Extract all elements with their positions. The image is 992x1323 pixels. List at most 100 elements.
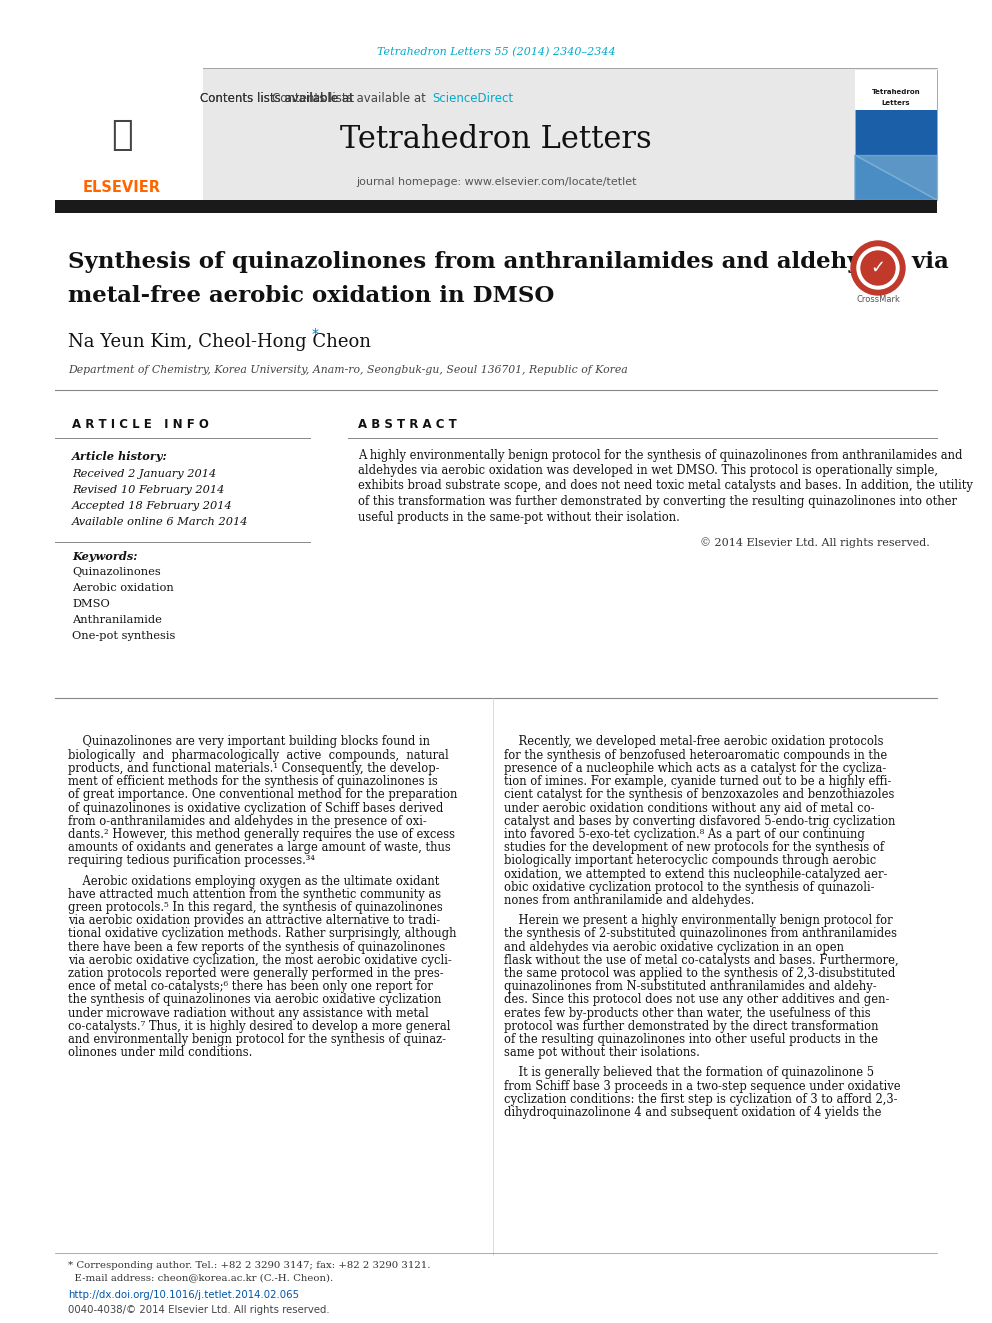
Text: of great importance. One conventional method for the preparation: of great importance. One conventional me… (68, 789, 457, 802)
Text: amounts of oxidants and generates a large amount of waste, thus: amounts of oxidants and generates a larg… (68, 841, 450, 855)
Text: Tetrahedron Letters 55 (2014) 2340–2344: Tetrahedron Letters 55 (2014) 2340–2344 (377, 46, 615, 57)
Text: cient catalyst for the synthesis of benzoxazoles and benzothiazoles: cient catalyst for the synthesis of benz… (504, 789, 895, 802)
Text: Accepted 18 February 2014: Accepted 18 February 2014 (72, 501, 233, 511)
Text: via aerobic oxidative cyclization, the most aerobic oxidative cycli-: via aerobic oxidative cyclization, the m… (68, 954, 451, 967)
Text: A highly environmentally benign protocol for the synthesis of quinazolinones fro: A highly environmentally benign protocol… (358, 448, 962, 462)
Text: dihydroquinazolinone 4 and subsequent oxidation of 4 yields the: dihydroquinazolinone 4 and subsequent ox… (504, 1106, 882, 1119)
Text: http://dx.doi.org/10.1016/j.tetlet.2014.02.065: http://dx.doi.org/10.1016/j.tetlet.2014.… (68, 1290, 300, 1301)
Text: Contents lists available at: Contents lists available at (273, 91, 430, 105)
FancyBboxPatch shape (55, 67, 937, 200)
FancyBboxPatch shape (55, 200, 937, 213)
Text: *: * (312, 327, 319, 341)
Text: * Corresponding author. Tel.: +82 2 3290 3147; fax: +82 2 3290 3121.: * Corresponding author. Tel.: +82 2 3290… (68, 1261, 431, 1270)
Text: nones from anthranilamide and aldehydes.: nones from anthranilamide and aldehydes. (504, 894, 754, 906)
Text: Quinazolinones: Quinazolinones (72, 568, 161, 577)
Text: products, and functional materials.¹ Consequently, the develop-: products, and functional materials.¹ Con… (68, 762, 439, 775)
Text: Revised 10 February 2014: Revised 10 February 2014 (72, 486, 224, 495)
FancyBboxPatch shape (55, 67, 203, 200)
Text: have attracted much attention from the synthetic community as: have attracted much attention from the s… (68, 888, 441, 901)
Text: Department of Chemistry, Korea University, Anam-ro, Seongbuk-gu, Seoul 136701, R: Department of Chemistry, Korea Universit… (68, 365, 628, 374)
Circle shape (861, 251, 895, 284)
Text: It is generally believed that the formation of quinazolinone 5: It is generally believed that the format… (504, 1066, 874, 1080)
Text: Herein we present a highly environmentally benign protocol for: Herein we present a highly environmental… (504, 914, 893, 927)
Text: CrossMark: CrossMark (856, 295, 900, 304)
Text: from o-anthranilamides and aldehydes in the presence of oxi-: from o-anthranilamides and aldehydes in … (68, 815, 427, 828)
FancyBboxPatch shape (855, 70, 937, 200)
Text: into favored 5-exo-tet cyclization.⁸ As a part of our continuing: into favored 5-exo-tet cyclization.⁸ As … (504, 828, 865, 841)
Text: Quinazolinones are very important building blocks found in: Quinazolinones are very important buildi… (68, 736, 430, 749)
Text: obic oxidative cyclization protocol to the synthesis of quinazoli-: obic oxidative cyclization protocol to t… (504, 881, 875, 894)
Text: Received 2 January 2014: Received 2 January 2014 (72, 468, 216, 479)
Text: Letters: Letters (882, 101, 911, 106)
Text: Keywords:: Keywords: (72, 550, 138, 561)
Text: exhibits broad substrate scope, and does not need toxic metal catalysts and base: exhibits broad substrate scope, and does… (358, 479, 973, 492)
Polygon shape (855, 155, 937, 200)
Text: Article history:: Article history: (72, 451, 168, 463)
Text: of quinazolinones is oxidative cyclization of Schiff bases derived: of quinazolinones is oxidative cyclizati… (68, 802, 443, 815)
Text: presence of a nucleophile which acts as a catalyst for the cycliza-: presence of a nucleophile which acts as … (504, 762, 886, 775)
Circle shape (857, 247, 899, 288)
Text: of this transformation was further demonstrated by converting the resulting quin: of this transformation was further demon… (358, 495, 957, 508)
Text: ELSEVIER: ELSEVIER (83, 180, 161, 196)
Text: A R T I C L E   I N F O: A R T I C L E I N F O (72, 418, 209, 431)
Text: green protocols.⁵ In this regard, the synthesis of quinazolinones: green protocols.⁵ In this regard, the sy… (68, 901, 442, 914)
Text: there have been a few reports of the synthesis of quinazolinones: there have been a few reports of the syn… (68, 941, 445, 954)
Text: olinones under mild conditions.: olinones under mild conditions. (68, 1046, 252, 1060)
Text: biologically important heterocyclic compounds through aerobic: biologically important heterocyclic comp… (504, 855, 876, 868)
Text: journal homepage: www.elsevier.com/locate/tetlet: journal homepage: www.elsevier.com/locat… (356, 177, 636, 187)
Text: © 2014 Elsevier Ltd. All rights reserved.: © 2014 Elsevier Ltd. All rights reserved… (700, 537, 930, 548)
Text: Contents lists available at: Contents lists available at (200, 91, 358, 105)
Text: 0040-4038/© 2014 Elsevier Ltd. All rights reserved.: 0040-4038/© 2014 Elsevier Ltd. All right… (68, 1304, 329, 1315)
Text: ment of efficient methods for the synthesis of quinazolinones is: ment of efficient methods for the synthe… (68, 775, 437, 789)
FancyBboxPatch shape (62, 67, 182, 179)
Text: Available online 6 March 2014: Available online 6 March 2014 (72, 517, 249, 527)
Text: erates few by-products other than water, the usefulness of this: erates few by-products other than water,… (504, 1007, 871, 1020)
Text: cyclization conditions: the first step is cyclization of 3 to afford 2,3-: cyclization conditions: the first step i… (504, 1093, 898, 1106)
Text: ScienceDirect: ScienceDirect (432, 91, 513, 105)
Text: the same protocol was applied to the synthesis of 2,3-disubstituted: the same protocol was applied to the syn… (504, 967, 896, 980)
Text: Anthranilamide: Anthranilamide (72, 615, 162, 624)
Text: 🌿: 🌿 (111, 118, 133, 152)
Text: A B S T R A C T: A B S T R A C T (358, 418, 456, 431)
Text: biologically  and  pharmacologically  active  compounds,  natural: biologically and pharmacologically activ… (68, 749, 448, 762)
Text: useful products in the same-pot without their isolation.: useful products in the same-pot without … (358, 511, 680, 524)
Text: E-mail address: cheon@korea.ac.kr (C.-H. Cheon).: E-mail address: cheon@korea.ac.kr (C.-H.… (68, 1274, 333, 1282)
Text: des. Since this protocol does not use any other additives and gen-: des. Since this protocol does not use an… (504, 994, 890, 1007)
Text: the synthesis of 2-substituted quinazolinones from anthranilamides: the synthesis of 2-substituted quinazoli… (504, 927, 897, 941)
Text: zation protocols reported were generally performed in the pres-: zation protocols reported were generally… (68, 967, 443, 980)
Text: flask without the use of metal co-catalysts and bases. Furthermore,: flask without the use of metal co-cataly… (504, 954, 899, 967)
Text: protocol was further demonstrated by the direct transformation: protocol was further demonstrated by the… (504, 1020, 879, 1033)
Text: ence of metal co-catalysts;⁶ there has been only one report for: ence of metal co-catalysts;⁶ there has b… (68, 980, 433, 994)
Text: Tetrahedron: Tetrahedron (872, 89, 921, 95)
Circle shape (851, 241, 905, 295)
Text: Aerobic oxidation: Aerobic oxidation (72, 583, 174, 593)
Text: for the synthesis of benzofused heteroaromatic compounds in the: for the synthesis of benzofused heteroar… (504, 749, 887, 762)
Text: and aldehydes via aerobic oxidative cyclization in an open: and aldehydes via aerobic oxidative cycl… (504, 941, 844, 954)
Text: under microwave radiation without any assistance with metal: under microwave radiation without any as… (68, 1007, 429, 1020)
Text: ✓: ✓ (870, 259, 886, 277)
Text: Contents lists available at: Contents lists available at (200, 91, 358, 105)
Text: Aerobic oxidations employing oxygen as the ultimate oxidant: Aerobic oxidations employing oxygen as t… (68, 875, 439, 888)
Text: dants.² However, this method generally requires the use of excess: dants.² However, this method generally r… (68, 828, 455, 841)
Text: metal-free aerobic oxidation in DMSO: metal-free aerobic oxidation in DMSO (68, 284, 555, 307)
Text: One-pot synthesis: One-pot synthesis (72, 631, 176, 642)
Text: quinazolinones from N-substituted anthranilamides and aldehy-: quinazolinones from N-substituted anthra… (504, 980, 877, 994)
Polygon shape (855, 155, 937, 200)
Text: Synthesis of quinazolinones from anthranilamides and aldehydes via: Synthesis of quinazolinones from anthran… (68, 251, 948, 273)
Text: the synthesis of quinazolinones via aerobic oxidative cyclization: the synthesis of quinazolinones via aero… (68, 994, 441, 1007)
Text: catalyst and bases by converting disfavored 5-endo-trig cyclization: catalyst and bases by converting disfavo… (504, 815, 896, 828)
Text: of the resulting quinazolinones into other useful products in the: of the resulting quinazolinones into oth… (504, 1033, 878, 1046)
Text: and environmentally benign protocol for the synthesis of quinaz-: and environmentally benign protocol for … (68, 1033, 446, 1046)
Text: same pot without their isolations.: same pot without their isolations. (504, 1046, 700, 1060)
Text: via aerobic oxidation provides an attractive alternative to tradi-: via aerobic oxidation provides an attrac… (68, 914, 440, 927)
Text: requiring tedious purification processes.³⁴: requiring tedious purification processes… (68, 855, 314, 868)
Text: from Schiff base 3 proceeds in a two-step sequence under oxidative: from Schiff base 3 proceeds in a two-ste… (504, 1080, 901, 1093)
Text: tion of imines. For example, cyanide turned out to be a highly effi-: tion of imines. For example, cyanide tur… (504, 775, 892, 789)
Text: Tetrahedron Letters: Tetrahedron Letters (340, 124, 652, 156)
Text: co-catalysts.⁷ Thus, it is highly desired to develop a more general: co-catalysts.⁷ Thus, it is highly desire… (68, 1020, 450, 1033)
Text: tional oxidative cyclization methods. Rather surprisingly, although: tional oxidative cyclization methods. Ra… (68, 927, 456, 941)
Text: Na Yeun Kim, Cheol-Hong Cheon: Na Yeun Kim, Cheol-Hong Cheon (68, 333, 371, 351)
Text: studies for the development of new protocols for the synthesis of: studies for the development of new proto… (504, 841, 884, 855)
Text: DMSO: DMSO (72, 599, 110, 609)
Text: aldehydes via aerobic oxidation was developed in wet DMSO. This protocol is oper: aldehydes via aerobic oxidation was deve… (358, 464, 938, 478)
